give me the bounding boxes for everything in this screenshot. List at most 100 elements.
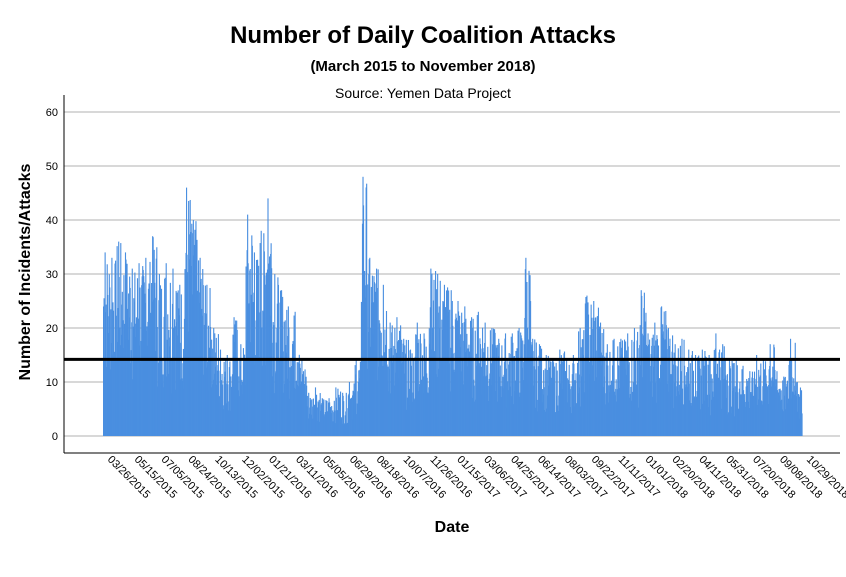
bar bbox=[274, 274, 276, 436]
bar bbox=[109, 287, 111, 436]
bar bbox=[784, 376, 786, 436]
y-axis-title: Number of Incidents/Attacks bbox=[17, 163, 34, 380]
bar bbox=[654, 322, 656, 436]
bar bbox=[570, 386, 572, 436]
bar bbox=[729, 368, 732, 436]
bar bbox=[389, 322, 391, 436]
bar bbox=[350, 397, 353, 436]
chart-title: Number of Daily Coalition Attacks bbox=[230, 22, 616, 49]
bar bbox=[597, 307, 600, 436]
bar bbox=[782, 380, 784, 436]
y-tick-label: 50 bbox=[46, 161, 58, 173]
bar bbox=[164, 277, 166, 436]
bar bbox=[340, 391, 342, 436]
bar bbox=[165, 263, 167, 436]
bar bbox=[288, 327, 290, 436]
bar bbox=[512, 356, 514, 436]
bar bbox=[655, 340, 657, 436]
chart-subtitle: (March 2015 to November 2018) bbox=[310, 58, 536, 75]
bar bbox=[573, 363, 575, 436]
bar bbox=[510, 336, 512, 436]
bar bbox=[526, 327, 529, 436]
bar bbox=[435, 271, 437, 436]
bar bbox=[694, 355, 697, 436]
bar bbox=[637, 348, 639, 436]
bar bbox=[174, 326, 176, 436]
chart-source: Source: Yemen Data Project bbox=[335, 85, 511, 101]
bar bbox=[613, 338, 615, 436]
bar bbox=[149, 261, 151, 436]
bar bbox=[504, 333, 507, 436]
bar bbox=[273, 325, 275, 436]
bar bbox=[801, 413, 803, 436]
y-tick-label: 30 bbox=[46, 269, 58, 281]
x-axis-title: Date bbox=[435, 519, 470, 536]
bar bbox=[494, 332, 496, 436]
bar bbox=[667, 328, 669, 436]
bar bbox=[688, 349, 690, 436]
bar bbox=[733, 363, 735, 436]
bar bbox=[566, 360, 568, 436]
bar bbox=[448, 290, 450, 436]
bar bbox=[556, 370, 558, 436]
bar bbox=[411, 353, 413, 436]
bar bbox=[312, 398, 314, 436]
bar bbox=[225, 359, 227, 436]
bar bbox=[720, 380, 722, 436]
bar bbox=[472, 318, 474, 436]
bar bbox=[536, 357, 538, 436]
y-tick-label: 0 bbox=[52, 431, 58, 443]
bar bbox=[563, 351, 566, 436]
y-tick-label: 10 bbox=[46, 377, 58, 389]
bar bbox=[701, 349, 703, 436]
bar bbox=[607, 365, 609, 436]
bar bbox=[544, 368, 546, 436]
y-axis-ticks: 0 10 20 30 40 50 60 bbox=[46, 107, 58, 443]
bar bbox=[631, 339, 633, 436]
bar bbox=[666, 329, 668, 436]
bar bbox=[115, 260, 117, 436]
bar bbox=[579, 328, 581, 436]
x-axis-ticks: 03/26/201505/15/201507/05/201508/24/2015… bbox=[105, 454, 846, 501]
bar bbox=[311, 399, 313, 436]
bar bbox=[545, 355, 547, 436]
bar bbox=[355, 360, 357, 436]
bar bbox=[525, 257, 527, 436]
bar bbox=[437, 274, 439, 436]
bar bbox=[800, 390, 803, 436]
bars bbox=[103, 176, 803, 437]
bar bbox=[417, 342, 419, 436]
bar bbox=[156, 326, 158, 436]
bar bbox=[645, 344, 648, 436]
bar bbox=[405, 339, 407, 436]
bar bbox=[554, 366, 556, 436]
bar bbox=[318, 399, 320, 436]
bar bbox=[253, 252, 255, 436]
bar bbox=[376, 268, 378, 436]
bar bbox=[366, 183, 368, 436]
bar bbox=[691, 351, 693, 436]
bar bbox=[604, 356, 606, 436]
bar bbox=[669, 338, 671, 436]
bar bbox=[413, 358, 415, 436]
bar bbox=[282, 296, 284, 436]
bar bbox=[672, 364, 674, 436]
bar bbox=[656, 339, 658, 436]
bar bbox=[283, 321, 285, 436]
bar bbox=[111, 257, 113, 436]
bar bbox=[131, 268, 133, 436]
bar bbox=[307, 395, 309, 436]
bar bbox=[538, 344, 541, 436]
bar bbox=[593, 320, 595, 436]
y-tick-label: 20 bbox=[46, 323, 58, 335]
bar bbox=[227, 384, 229, 436]
y-tick-label: 40 bbox=[46, 215, 58, 227]
bar bbox=[699, 368, 701, 436]
bar bbox=[474, 330, 476, 436]
bar bbox=[651, 337, 653, 436]
bar bbox=[543, 370, 545, 436]
bar bbox=[748, 378, 750, 436]
bar bbox=[709, 358, 711, 436]
bar bbox=[726, 374, 728, 436]
bar bbox=[799, 387, 802, 436]
